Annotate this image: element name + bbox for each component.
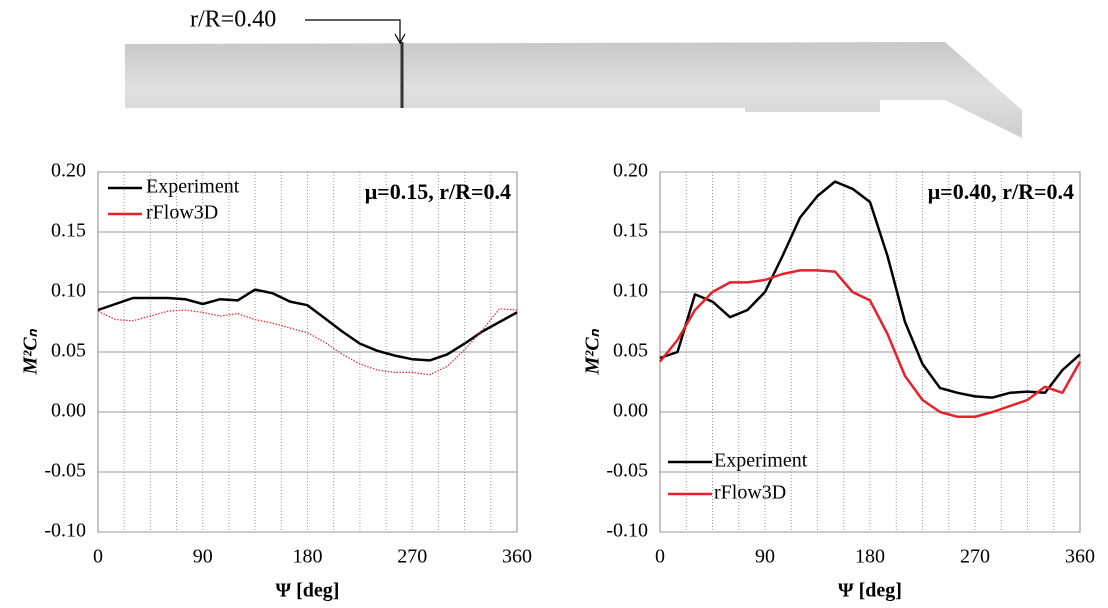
y-tick-label: 0.20 (51, 160, 86, 182)
annotation: μ=0.40, r/R=0.4 (928, 179, 1074, 204)
legend-label: Experiment (146, 176, 240, 198)
x-tick-label: 90 (755, 546, 775, 568)
legend-label: Experiment (714, 450, 808, 472)
y-tick-label: 0.20 (613, 160, 648, 182)
x-tick-label: 180 (293, 546, 323, 568)
legend-label: rFlow3D (714, 482, 786, 504)
y-axis-label: M²Cₙ (20, 328, 42, 375)
station-label: r/R=0.40 (190, 7, 276, 33)
y-tick-label: -0.05 (44, 460, 86, 482)
y-tick-label: -0.10 (44, 520, 86, 542)
y-tick-label: -0.05 (606, 460, 648, 482)
y-tick-label: 0.05 (51, 340, 86, 362)
series-line (659, 180, 1081, 399)
annotation: μ=0.15, r/R=0.4 (365, 179, 511, 204)
callout-line (305, 19, 401, 42)
series-line (659, 269, 1082, 419)
x-tick-label: 270 (960, 546, 990, 568)
x-tick-label: 90 (193, 546, 213, 568)
y-tick-label: -0.10 (606, 520, 648, 542)
blade: r/R=0.40 (125, 7, 1022, 138)
x-tick-label: 270 (397, 546, 427, 568)
y-tick-label: 0.00 (613, 400, 648, 422)
y-tick-label: 0.10 (613, 280, 648, 302)
y-tick-label: 0.10 (51, 280, 86, 302)
x-tick-label: 0 (655, 546, 665, 568)
chart: -0.10 -0.05 0.00 0.05 0.10 0.15 0.20 0 90 180 270 3… (582, 160, 1095, 602)
y-axis-label: M²Cₙ (582, 328, 604, 375)
x-tick-label: 360 (1065, 546, 1095, 568)
series-line (97, 308, 518, 376)
x-axis-label: Ψ [deg] (276, 580, 340, 602)
legend-label: rFlow3D (146, 202, 218, 224)
callout-arrow (394, 33, 406, 45)
x-axis-label: Ψ [deg] (838, 580, 902, 602)
series-line (97, 288, 518, 362)
y-tick-label: 0.05 (613, 340, 648, 362)
y-tick-label: 0.15 (613, 220, 648, 242)
chart: -0.10 -0.05 0.00 0.05 0.10 0.15 0.20 0 90 180 270 3… (20, 160, 532, 602)
x-tick-label: 180 (855, 546, 885, 568)
x-tick-label: 360 (502, 546, 532, 568)
y-tick-label: 0.15 (51, 220, 86, 242)
y-tick-label: 0.00 (51, 400, 86, 422)
blade-shape (125, 42, 1022, 138)
x-tick-label: 0 (93, 546, 103, 568)
